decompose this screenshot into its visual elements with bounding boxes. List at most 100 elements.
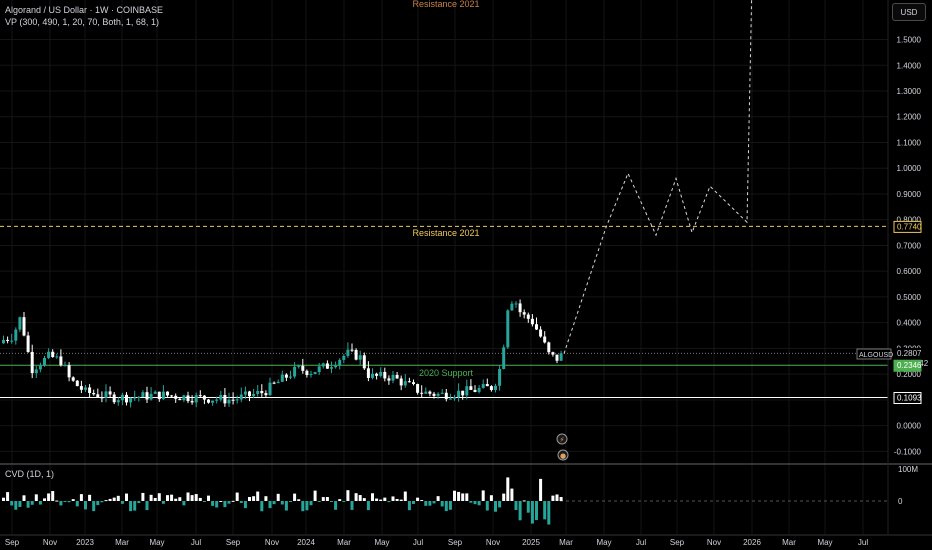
cvd-bar bbox=[63, 501, 67, 503]
candle-body bbox=[186, 395, 190, 402]
time-tick-label: Jul bbox=[413, 538, 423, 547]
event-badge-icon[interactable] bbox=[557, 449, 569, 461]
time-tick-label: 2025 bbox=[522, 538, 540, 547]
cvd-bar bbox=[309, 501, 313, 506]
cvd-bar bbox=[100, 501, 104, 503]
candle-body bbox=[198, 395, 202, 397]
candle-body bbox=[469, 386, 473, 390]
candle-body bbox=[43, 357, 46, 366]
level-labels: Resistance 2021 Resistance 2021 2020 Suppo… bbox=[412, 0, 929, 461]
cvd-bar bbox=[178, 497, 182, 501]
cvd-bar bbox=[506, 477, 510, 501]
candle-body bbox=[116, 400, 120, 403]
cvd-bar bbox=[494, 501, 497, 512]
cvd-bar bbox=[182, 501, 186, 506]
currency-button[interactable]: USD bbox=[892, 3, 926, 21]
candle-body bbox=[403, 381, 407, 386]
cvd-bar bbox=[428, 501, 432, 506]
cvd-bar bbox=[358, 495, 362, 501]
price-tick-label: 0.0000 bbox=[897, 422, 922, 431]
candle-body bbox=[301, 365, 305, 371]
candle-body bbox=[481, 384, 485, 388]
cvd-bar bbox=[256, 491, 260, 501]
candle-body bbox=[166, 391, 169, 396]
price-tick-label: 1.4000 bbox=[897, 61, 922, 70]
candle-body bbox=[547, 342, 551, 353]
cvd-bar bbox=[202, 501, 206, 502]
time-tick-label: Jul bbox=[858, 538, 868, 547]
cvd-bar bbox=[444, 501, 448, 512]
candle-body bbox=[420, 392, 424, 394]
cvd-bar bbox=[555, 494, 559, 501]
cvd-bar bbox=[334, 501, 338, 510]
cvd-bar bbox=[559, 496, 563, 501]
cvd-bar bbox=[219, 500, 223, 502]
resistance-price-tag: 0.7740 bbox=[897, 222, 922, 231]
candle-body bbox=[379, 371, 383, 376]
cvd-label[interactable]: CVD (1D, 1) bbox=[5, 469, 55, 479]
candle-body bbox=[227, 399, 231, 404]
cvd-bar bbox=[149, 494, 153, 501]
cvd-bar bbox=[268, 501, 272, 509]
candle-body bbox=[190, 401, 194, 403]
candle-body bbox=[125, 394, 128, 403]
cvd-bar bbox=[59, 501, 63, 506]
candle-body bbox=[371, 373, 374, 378]
candle-body bbox=[223, 395, 227, 404]
candle-body bbox=[424, 391, 428, 394]
candle-body bbox=[88, 387, 92, 394]
candle-body bbox=[260, 390, 264, 394]
cvd-bar bbox=[272, 501, 276, 505]
time-tick-label: Jul bbox=[636, 538, 646, 547]
low-price-tag-box bbox=[893, 391, 922, 404]
indicator-label[interactable]: VP (300, 490, 1, 20, 70, Both, 1, 68, 1) bbox=[5, 17, 159, 27]
cvd-tick-label: 0 bbox=[898, 497, 903, 506]
cvd-bar bbox=[325, 497, 329, 501]
candle-body bbox=[248, 391, 251, 397]
cvd-bar bbox=[420, 500, 424, 502]
candle-body bbox=[440, 392, 444, 394]
cvd-bar bbox=[330, 501, 333, 502]
candle-body bbox=[448, 398, 452, 400]
candle-body bbox=[436, 393, 440, 396]
candle-body bbox=[354, 349, 358, 360]
cvd-bar bbox=[371, 493, 374, 501]
cvd-bar bbox=[510, 488, 514, 501]
candle-body bbox=[2, 339, 5, 344]
symbol-title[interactable]: Algorand / US Dollar · 1W · COINBASE bbox=[5, 5, 164, 15]
candle-body bbox=[100, 397, 104, 399]
candle-body bbox=[276, 381, 280, 384]
lightning-icon[interactable] bbox=[556, 433, 568, 445]
price-tick-label: 1.3000 bbox=[897, 87, 922, 96]
time-tick-label: Sep bbox=[448, 538, 463, 547]
candle-body bbox=[457, 390, 461, 398]
cvd-bar bbox=[141, 492, 145, 501]
candle-body bbox=[120, 394, 124, 401]
cvd-bar bbox=[133, 501, 137, 511]
candle-body bbox=[432, 393, 436, 396]
time-tick-label: 2023 bbox=[76, 538, 94, 547]
cvd-bar bbox=[174, 498, 178, 501]
cvd-bar bbox=[448, 501, 452, 510]
candle-body bbox=[38, 365, 42, 370]
candle-body bbox=[539, 329, 543, 337]
candle-body bbox=[358, 355, 362, 360]
candle-body bbox=[207, 399, 210, 403]
cvd-bar bbox=[75, 501, 79, 507]
candle-body bbox=[506, 310, 510, 348]
cvd-bar bbox=[227, 501, 231, 504]
candle-body bbox=[30, 351, 34, 374]
cvd-bar bbox=[412, 501, 415, 504]
candle-body bbox=[174, 395, 178, 399]
cvd-bar bbox=[55, 500, 59, 502]
candle-body bbox=[235, 399, 239, 401]
candle-body bbox=[22, 317, 26, 336]
candle-body bbox=[112, 394, 116, 403]
cvd-bar bbox=[243, 501, 247, 509]
price-tick-label: 0.5000 bbox=[897, 293, 922, 302]
candle-body bbox=[71, 377, 75, 381]
cvd-bar bbox=[2, 497, 5, 501]
time-tick-label: Mar bbox=[337, 538, 351, 547]
